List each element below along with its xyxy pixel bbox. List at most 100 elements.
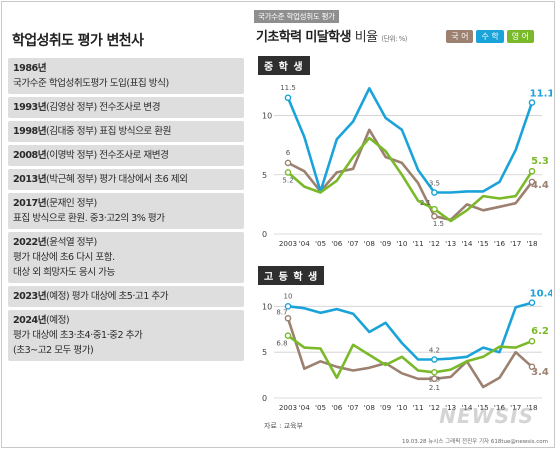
data-label: 6 bbox=[286, 149, 291, 157]
data-label: 11.1 bbox=[530, 89, 552, 100]
timeline-year: 1986년 bbox=[13, 63, 47, 74]
timeline-item: 2008년(이명박 정부) 전수조사로 재변경 bbox=[8, 145, 244, 166]
data-point-marker bbox=[284, 94, 292, 102]
timeline-text: (김대중 정부) 표집 방식으로 환원 bbox=[46, 126, 171, 137]
data-label: 5.3 bbox=[531, 156, 549, 167]
timeline-detail: 국가수준 학업성취도평가 도입(표집 방식) bbox=[13, 78, 169, 89]
data-label: 11.5 bbox=[280, 84, 296, 92]
data-point-marker bbox=[284, 332, 292, 339]
y-tick-label: 0 bbox=[262, 230, 267, 239]
timeline-heading: 2022년(윤석열 정부) bbox=[13, 235, 239, 250]
x-tick-label: 2003 bbox=[279, 239, 297, 248]
x-tick-label: '12 bbox=[429, 239, 440, 248]
timeline-year: 2023년 bbox=[13, 291, 47, 302]
x-tick-label: '04 bbox=[299, 239, 311, 248]
history-panel: 학업성취도 평가 변천사 1986년 국가수준 학업성취도평가 도입(표집 방식)… bbox=[8, 30, 244, 364]
x-tick-label: '11 bbox=[413, 403, 424, 412]
timeline-text: (이명박 정부) 전수조사로 재변경 bbox=[46, 150, 169, 161]
timeline-item: 2024년(예정) 평가 대상에 초3·초4·중1·중2 추가 (초3~고2 모두 … bbox=[8, 310, 244, 361]
x-tick-label: '14 bbox=[461, 403, 473, 412]
main-title-suffix: 비율 bbox=[354, 30, 378, 45]
data-point-marker bbox=[431, 375, 438, 383]
timeline-item: 1993년(김영삼 정부) 전수조사로 변경 bbox=[8, 97, 244, 118]
chart-main-title: 기초학력 미달학생 비율 (단위: %) bbox=[256, 26, 407, 45]
y-tick-label: 5 bbox=[262, 171, 267, 180]
timeline-detail: 평가 대상에 초6 다시 포함. bbox=[13, 252, 115, 263]
timeline-year: 2013년 bbox=[13, 174, 47, 185]
x-tick-label: '17 bbox=[510, 239, 521, 248]
timeline-detail: 대상 외 희망자도 응시 가능 bbox=[13, 267, 115, 278]
x-tick-label: '06 bbox=[331, 239, 343, 248]
series-line-수학 bbox=[287, 301, 533, 361]
data-label: 5.2 bbox=[282, 176, 293, 184]
timeline-text: (윤석열 정부) bbox=[46, 237, 97, 248]
timeline-item: 1998년(김대중 정부) 표집 방식으로 환원 bbox=[8, 121, 244, 142]
x-tick-label: '07 bbox=[348, 403, 359, 412]
timeline-text: (예정) 평가 대상에 초5·고1 추가 bbox=[46, 291, 169, 302]
timeline-item: 2022년(윤석열 정부) 평가 대상에 초6 다시 포함. 대상 외 희망자도 응… bbox=[8, 232, 244, 283]
unit-label: (단위: %) bbox=[381, 35, 407, 43]
data-point-marker bbox=[431, 356, 438, 363]
data-point-marker bbox=[528, 299, 536, 306]
data-label: 2.1 bbox=[429, 384, 440, 392]
watermark-logo: NEWSIS bbox=[439, 404, 534, 428]
timeline-heading: 1998년(김대중 정부) 표집 방식으로 환원 bbox=[13, 124, 239, 139]
data-point-marker bbox=[284, 303, 292, 310]
series-line-영어 bbox=[287, 334, 533, 380]
x-tick-label: 2003 bbox=[279, 403, 297, 412]
main-title-text: 기초학력 미달학생 bbox=[256, 30, 351, 45]
timeline-heading: 2013년(박근혜 정부) 평가 대상에서 초6 제외 bbox=[13, 172, 239, 187]
x-tick-label: '04 bbox=[299, 403, 311, 412]
timeline-heading: 1993년(김영삼 정부) 전수조사로 변경 bbox=[13, 100, 239, 115]
timeline-year: 2024년 bbox=[13, 315, 47, 326]
x-tick-label: '08 bbox=[364, 239, 376, 248]
data-label: 3.5 bbox=[429, 180, 440, 188]
timeline-heading: 2023년(예정) 평가 대상에 초5·고1 추가 bbox=[13, 289, 239, 304]
timeline-year: 2008년 bbox=[13, 150, 47, 161]
y-tick-label: 10 bbox=[262, 302, 272, 311]
x-tick-label: '06 bbox=[331, 403, 343, 412]
data-point-marker bbox=[284, 169, 292, 176]
x-tick-label: '17 bbox=[510, 403, 521, 412]
data-point-marker bbox=[528, 99, 536, 106]
legend-item: 영 어 bbox=[506, 30, 534, 43]
timeline-item: 2013년(박근혜 정부) 평가 대상에서 초6 제외 bbox=[8, 169, 244, 190]
x-tick-label: '08 bbox=[364, 403, 376, 412]
data-point-marker bbox=[431, 189, 438, 196]
timeline-text: (문재인 정부) bbox=[46, 198, 97, 209]
x-tick-label: '11 bbox=[413, 239, 424, 248]
high-school-label: 고 등 학 생 bbox=[258, 266, 325, 285]
x-tick-label: '15 bbox=[478, 239, 489, 248]
kicker-badge: 국가수준 학업성취도 평가 bbox=[254, 10, 339, 23]
timeline-detail: 표집 방식으로 환원. 중3·고2의 3% 평가 bbox=[13, 213, 165, 224]
data-point-marker bbox=[528, 178, 536, 186]
timeline-text: (김영삼 정부) 전수조사로 변경 bbox=[46, 102, 161, 113]
x-tick-label: '13 bbox=[445, 403, 456, 412]
data-point-marker bbox=[284, 159, 292, 167]
data-label: 4.4 bbox=[531, 180, 549, 191]
x-tick-label: '16 bbox=[494, 403, 506, 412]
data-point-marker bbox=[284, 314, 292, 322]
data-point-marker bbox=[431, 369, 438, 376]
x-tick-label: '09 bbox=[380, 403, 392, 412]
x-tick-label: '05 bbox=[315, 239, 326, 248]
timeline-item: 2017년(문재인 정부) 표집 방식으로 환원. 중3·고2의 3% 평가 bbox=[8, 193, 244, 229]
data-point-marker bbox=[431, 205, 438, 213]
legend-item: 수 학 bbox=[476, 30, 504, 43]
data-label: 6.2 bbox=[531, 326, 549, 337]
data-label: 4.2 bbox=[429, 347, 440, 355]
data-label: 1.5 bbox=[433, 220, 444, 228]
series-line-영어 bbox=[287, 136, 534, 223]
timeline-year: 2022년 bbox=[13, 237, 47, 248]
middle-school-label: 중 학 생 bbox=[258, 56, 310, 75]
data-label: 10.4 bbox=[530, 289, 552, 300]
x-tick-label: '10 bbox=[396, 239, 408, 248]
legend-item: 국 어 bbox=[446, 30, 474, 43]
credit-line: 19.03.28 뉴시스 그래픽 전진우 기자 618tue@newsis.co… bbox=[401, 439, 548, 445]
x-tick-label: '12 bbox=[429, 403, 440, 412]
y-tick-label: 5 bbox=[262, 348, 267, 357]
timeline-heading: 1986년 bbox=[13, 61, 239, 76]
